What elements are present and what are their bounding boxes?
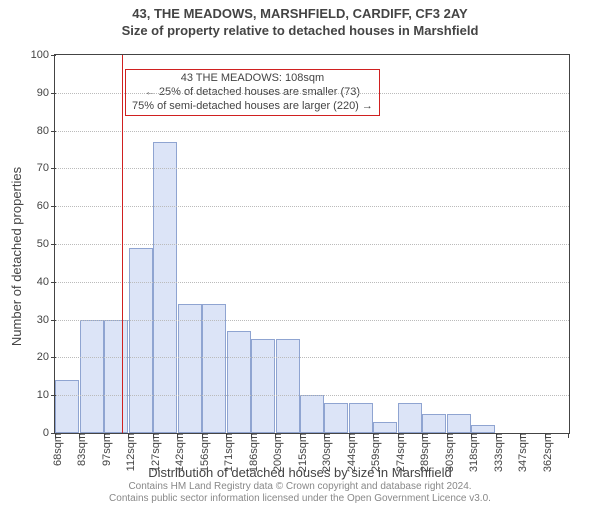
bar	[129, 248, 153, 433]
info-line-3: 75% of semi-detached houses are larger (…	[132, 100, 373, 114]
gridline	[55, 395, 569, 396]
gridline	[55, 357, 569, 358]
gridline	[55, 131, 569, 132]
y-tick: 50	[37, 238, 55, 250]
bar	[80, 320, 104, 433]
y-axis-label: Number of detached properties	[10, 6, 24, 506]
footer-line-2: Contains public sector information licen…	[0, 493, 600, 505]
footer: Contains HM Land Registry data © Crown c…	[0, 481, 600, 504]
gridline	[55, 206, 569, 207]
gridline	[55, 93, 569, 94]
gridline	[55, 168, 569, 169]
marker-line	[122, 55, 123, 433]
title-main: 43, THE MEADOWS, MARSHFIELD, CARDIFF, CF…	[0, 6, 600, 21]
bar	[104, 320, 128, 433]
histogram-chart: 43 THE MEADOWS: 108sqm ← 25% of detached…	[54, 54, 570, 434]
bar	[178, 304, 202, 433]
gridline	[55, 244, 569, 245]
bar	[227, 331, 251, 433]
y-tick: 10	[37, 389, 55, 401]
footer-line-1: Contains HM Land Registry data © Crown c…	[0, 481, 600, 493]
x-tick-mark	[568, 433, 569, 438]
y-tick: 40	[37, 276, 55, 288]
y-tick: 60	[37, 200, 55, 212]
y-tick: 80	[37, 125, 55, 137]
y-tick: 90	[37, 87, 55, 99]
gridline	[55, 320, 569, 321]
x-tick-label: 97sqm	[99, 433, 113, 466]
y-tick: 100	[31, 49, 55, 61]
bar	[398, 403, 422, 433]
x-tick-label: 68sqm	[50, 433, 64, 466]
y-tick: 20	[37, 351, 55, 363]
x-axis-label: Distribution of detached houses by size …	[0, 465, 600, 480]
bar	[300, 395, 324, 433]
bar	[422, 414, 446, 433]
bar	[324, 403, 348, 433]
bar	[471, 425, 495, 433]
x-tick-label: 83sqm	[74, 433, 88, 466]
bar	[55, 380, 79, 433]
info-line-1: 43 THE MEADOWS: 108sqm	[132, 72, 373, 86]
bar	[251, 339, 275, 434]
bar	[153, 142, 177, 433]
title-sub: Size of property relative to detached ho…	[0, 23, 600, 38]
bar	[276, 339, 300, 434]
bar	[202, 304, 226, 433]
y-tick: 30	[37, 314, 55, 326]
bar	[373, 422, 397, 433]
y-tick: 70	[37, 162, 55, 174]
bar	[349, 403, 373, 433]
bar	[447, 414, 471, 433]
gridline	[55, 282, 569, 283]
